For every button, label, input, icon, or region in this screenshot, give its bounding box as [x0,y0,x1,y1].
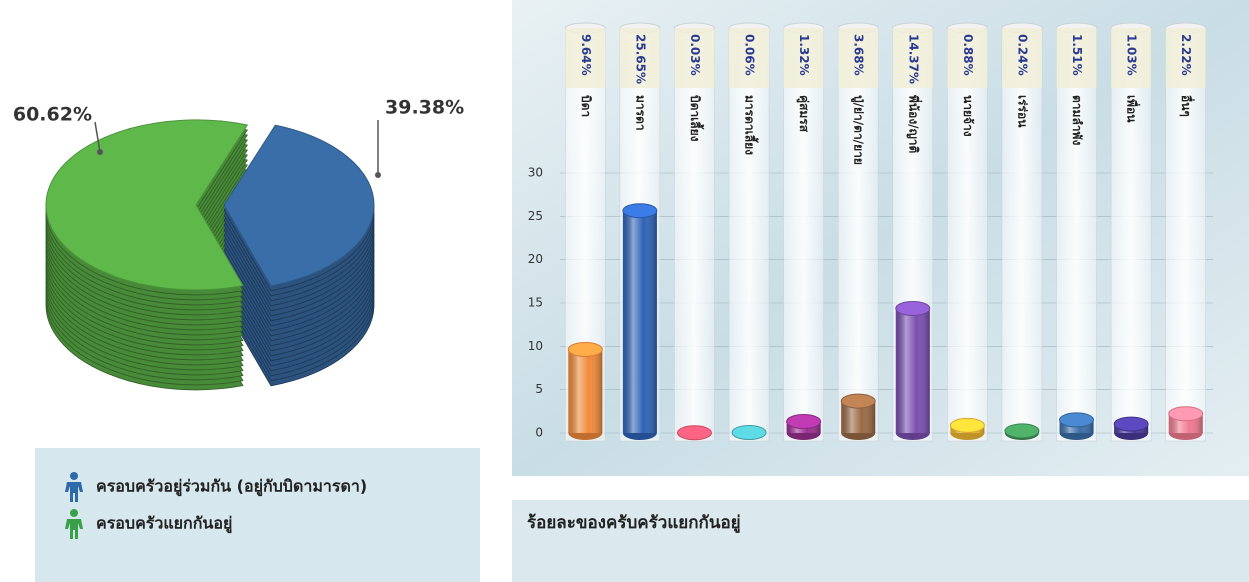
tube [674,27,715,442]
label-box [1165,28,1206,88]
bar-top [1168,406,1204,422]
y-tick-label: 25 [528,209,543,223]
tube [947,27,988,442]
legend-panel [35,448,480,582]
legend-label: ครอบครัวอยู่ร่วมกัน (อยู่กับบิดามารดา) [96,477,367,498]
pie-slice [45,119,249,291]
y-tick-label: 0 [535,426,543,440]
y-tick-label: 30 [528,166,543,180]
bar-top [676,425,712,441]
x-tick-label: ปู่/ย่า/ตา/ยาย [851,95,866,165]
bar-top [567,341,603,357]
bar-shine [895,308,930,433]
person-icon [65,472,83,502]
chart-title: ร้อยละของครับครัวแยกกันอยู่ [527,513,741,534]
y-tick-label: 5 [535,382,543,396]
bar-shine [622,210,657,433]
bar-value-label: 0.03% [688,34,702,76]
label-box [729,28,770,88]
bar-top [895,300,931,316]
x-tick-label: เพื่อน [1125,95,1141,123]
pie-value-label: 60.62% [13,104,92,126]
bar-top [1113,416,1149,432]
x-tick-label: คู่สมรส [796,95,811,133]
bar-value-label: 25.65% [633,34,647,84]
x-tick-label: บิดา [579,95,593,117]
x-tick-label: เร่ร่อน [1015,95,1029,128]
x-tick-label: นายจ้าง [961,95,975,137]
bar-value-label: 0.06% [743,34,757,76]
label-box [838,28,879,88]
bar-top [786,414,822,430]
label-box [565,28,606,88]
tube [1165,27,1207,442]
pie-value-label: 39.38% [385,97,464,119]
tube [783,27,824,442]
bar-value-label: 14.37% [906,34,920,84]
bar-value-label: 0.24% [1015,34,1029,76]
bar-top [1059,412,1095,428]
label-box [783,28,824,88]
bar-top [622,203,658,219]
bar-shine [568,349,603,433]
leader-dot [97,149,103,155]
person-icon [65,509,83,539]
x-tick-label: มารดา [633,95,647,131]
bar-value-label: 1.32% [797,34,811,76]
x-tick-label: มารดาเลี้ยง [743,95,760,155]
x-tick-label: อื่นๆ [1179,95,1195,117]
label-box [674,28,715,88]
label-box [947,28,988,88]
bar-value-label: 0.88% [961,34,975,76]
y-tick-label: 10 [528,339,543,353]
x-tick-label: พี่น้อง/ญาติ [906,95,922,154]
label-box [892,28,933,88]
pie-slice [223,124,375,287]
x-tick-label: ตามลำพัง [1070,95,1084,145]
bar-value-label: 3.68% [852,34,866,76]
bar-top [949,417,985,433]
leader-dot [375,172,381,178]
caption-panel [512,500,1249,582]
tube [1110,27,1152,442]
label-box [619,28,660,88]
x-tick-label: บิดาเลี้ยง [688,95,705,142]
legend-label: ครอบครัวแยกกันอยู่ [96,514,232,535]
y-tick-label: 15 [528,296,543,310]
y-tick-label: 20 [528,252,543,266]
bar-top [840,393,876,409]
bar-top [1004,423,1040,439]
tube [1056,27,1097,442]
leader-line [94,121,101,153]
bar-top [731,424,767,440]
bar-value-label: 1.03% [1125,34,1139,76]
label-box [1001,28,1042,88]
label-box [1056,28,1097,88]
tube [837,27,879,442]
bar-value-label: 2.22% [1179,34,1193,76]
tube [1001,27,1043,442]
bar-value-label: 9.64% [579,34,593,76]
label-box [1111,28,1152,88]
bar-value-label: 1.51% [1070,34,1084,76]
tube [728,27,770,442]
